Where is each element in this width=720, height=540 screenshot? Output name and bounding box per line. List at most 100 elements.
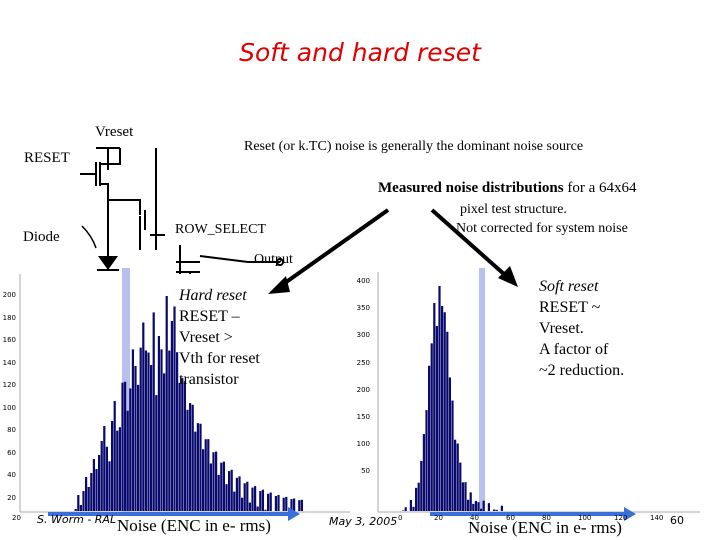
- right-xlabel: Noise (ENC in e- rms): [468, 518, 622, 537]
- left-hist-bar: [285, 496, 288, 511]
- left-hist-bar: [168, 350, 171, 511]
- left-hist-bar: [108, 461, 111, 511]
- left-hist-bar: [152, 312, 155, 511]
- left-hist-bar: [165, 296, 168, 511]
- tick-label: 140: [2, 358, 16, 367]
- left-hist-bar: [147, 352, 150, 511]
- left-hist-bar: [191, 404, 194, 511]
- left-hist-bar: [163, 373, 166, 511]
- soft-reset-heading: Soft reset: [539, 278, 599, 295]
- left-hist-bar: [251, 487, 254, 511]
- right-hist-bar: [459, 462, 462, 511]
- left-hist-bar: [220, 462, 223, 511]
- tick-label: 200: [356, 385, 370, 394]
- vreset-label: Vreset: [95, 124, 134, 140]
- left-hist-bar: [129, 388, 132, 511]
- left-hist-bar: [202, 449, 205, 511]
- left-hist-bar: [137, 384, 140, 511]
- left-hist-bar: [261, 489, 265, 511]
- right-hist-bar: [482, 500, 485, 511]
- left-hist-bar: [246, 481, 249, 511]
- left-hist-bar: [82, 491, 85, 511]
- left-hist-bar: [134, 365, 137, 511]
- soft-reset-line: RESET ~: [539, 299, 601, 316]
- left-hist-bar: [126, 410, 129, 511]
- left-hist-bar: [212, 452, 215, 511]
- left-hist-bar: [209, 463, 213, 511]
- right-hist-bar: [454, 439, 457, 511]
- left-hist-bar: [241, 497, 244, 511]
- tick-label: 140: [650, 514, 664, 522]
- left-hist-bar: [189, 403, 192, 511]
- right-hist-bar: [430, 343, 433, 511]
- not-corrected-note: Not corrected for system noise: [456, 221, 628, 236]
- right-hist-bar: [461, 482, 465, 511]
- left-hist-bar: [103, 426, 106, 511]
- right-hist-bar: [477, 502, 480, 511]
- left-hist-bar: [157, 336, 161, 511]
- left-hist-bar: [217, 474, 220, 511]
- right-hist-bar: [493, 509, 496, 511]
- tick-label: 120: [2, 381, 16, 389]
- right-hist-bar: [480, 508, 483, 511]
- footer-author: S. Worm - RAL: [37, 513, 117, 526]
- left-x-tick: 20: [12, 514, 21, 522]
- left-hist-bar: [298, 500, 301, 511]
- tick-label: 0: [398, 514, 403, 522]
- tick-label: 120: [614, 514, 628, 522]
- right-hist-bar: [420, 460, 423, 511]
- left-hist-bar: [181, 378, 184, 511]
- left-hist-bar: [144, 350, 148, 511]
- footer-page-number: 60: [670, 514, 684, 527]
- tick-label: 20: [7, 493, 16, 502]
- pixel-circuit: [80, 147, 284, 300]
- hard-reset-heading: Hard reset: [179, 287, 247, 304]
- hard-reset-description: Hard reset RESET – Vreset > Vth for rese…: [179, 285, 289, 390]
- right-hist-bar: [495, 509, 498, 511]
- tick-label: 40: [470, 514, 479, 522]
- right-hist-bar: [412, 506, 415, 511]
- soft-reset-line: Vreset.: [539, 320, 584, 337]
- left-hist-bar: [98, 455, 101, 511]
- right-hist-bar: [464, 482, 467, 511]
- left-hist-bar: [176, 352, 179, 511]
- tick-label: 100: [2, 403, 16, 412]
- right-hist-bar: [467, 499, 470, 511]
- left-hist-bar: [277, 494, 280, 511]
- diode-label: Diode: [23, 229, 60, 245]
- right-hist-bar: [402, 510, 405, 511]
- left-hist-bar: [256, 506, 259, 511]
- right-hist-bar: [425, 410, 428, 511]
- left-histogram: [19, 268, 350, 513]
- left-hist-bar: [300, 499, 304, 511]
- left-hist-bar: [186, 409, 189, 511]
- right-hist-bar: [438, 286, 441, 511]
- left-hist-bar: [100, 441, 103, 511]
- tick-label: 150: [356, 413, 370, 422]
- left-hist-bar: [264, 509, 267, 511]
- right-x-ticks: 0 20 40 60 80 100 120 140: [398, 514, 698, 522]
- left-hist-bar: [85, 477, 88, 511]
- left-hist-bar: [124, 381, 127, 511]
- soft-reset-description: Soft reset RESET ~ Vreset. A factor of ~…: [539, 276, 649, 381]
- left-hist-bar: [282, 497, 285, 511]
- footer-date: May 3, 2005: [329, 515, 398, 528]
- left-hist-bar: [274, 495, 278, 511]
- axis-arrows: [48, 507, 636, 521]
- right-threshold-band: [479, 268, 485, 512]
- tick-label: 300: [356, 331, 370, 340]
- measured-note-bold: Measured noise distributions: [378, 180, 564, 196]
- left-hist-bar: [230, 469, 233, 511]
- left-hist-bar: [248, 502, 252, 511]
- left-xlabel: Noise (ENC in e- rms): [117, 516, 271, 535]
- tick-label: 80: [7, 426, 16, 434]
- left-hist-bar: [160, 349, 163, 511]
- tick-label: 250: [356, 358, 370, 367]
- tick-label: 160: [2, 336, 16, 344]
- left-hist-bar: [90, 473, 93, 511]
- left-hist-bar: [131, 349, 135, 511]
- left-hist-bar: [267, 493, 270, 511]
- left-hist-bar: [155, 395, 158, 511]
- left-hist-bar: [207, 439, 210, 511]
